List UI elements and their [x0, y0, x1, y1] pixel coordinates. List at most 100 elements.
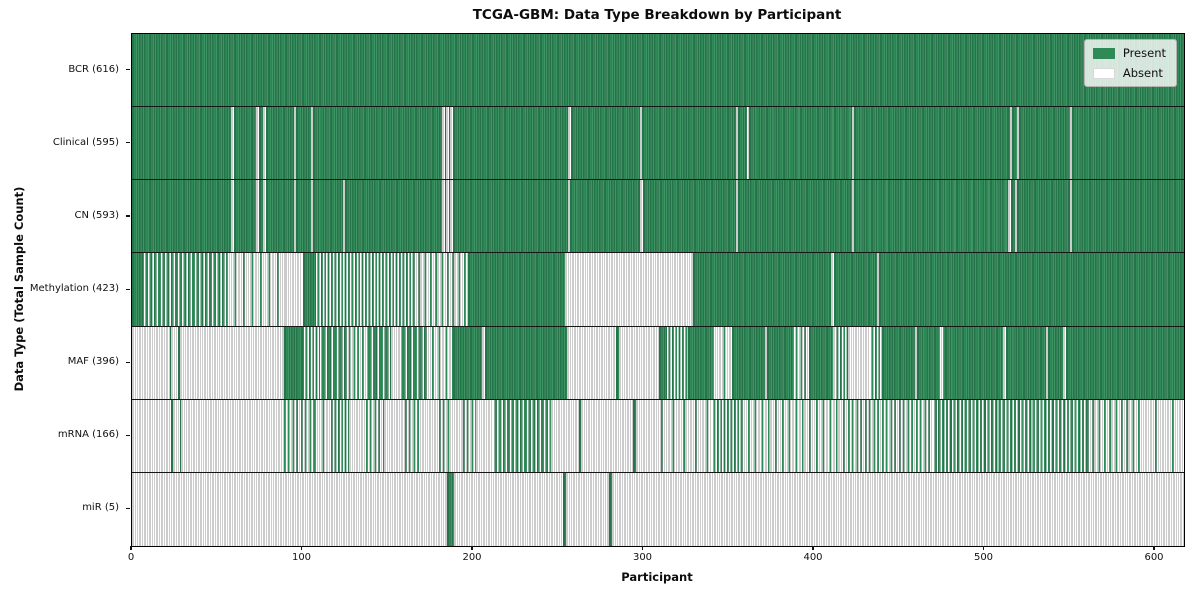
segment-present [692, 253, 832, 326]
segment-absent [851, 180, 854, 253]
segment-mix70 [399, 326, 426, 399]
segment-absent [263, 107, 266, 180]
segment-absent [1069, 180, 1072, 253]
segment-mix60 [493, 399, 552, 472]
segment-present [633, 399, 636, 472]
segment-present [882, 326, 915, 399]
segment-mix20 [314, 399, 334, 472]
segment-present [132, 253, 144, 326]
legend-label-absent: Absent [1122, 66, 1163, 80]
segment-mix70 [365, 326, 392, 399]
heatmap-row-mir [132, 472, 1184, 546]
segment-absent [1016, 107, 1020, 180]
segment-absent [611, 472, 1184, 546]
legend: Present Absent [1083, 39, 1177, 87]
segment-present [258, 180, 264, 253]
segment-present [178, 326, 180, 399]
segment-absent [132, 472, 448, 546]
segment-absent [446, 180, 449, 253]
segment-absent [476, 399, 494, 472]
x-axis-ticks: 0 100 200 300 400 500 600 [128, 546, 1183, 568]
segment-present [233, 180, 257, 253]
segment-absent [256, 107, 259, 180]
y-tick-label-mrna: mRNA (166) [57, 429, 119, 441]
segment-absent [1062, 326, 1067, 399]
x-tick-label-400: 400 [803, 552, 823, 563]
segment-absent [1015, 180, 1018, 253]
segment-present [642, 180, 736, 253]
segment-absent [256, 180, 259, 253]
segment-present [132, 34, 1184, 107]
segment-present [879, 253, 1184, 326]
segment-present [171, 399, 173, 472]
segment-present [283, 326, 305, 399]
segment-absent [640, 107, 642, 180]
segment-present [345, 180, 443, 253]
y-tick-mark [126, 434, 130, 436]
segment-absent [565, 472, 610, 546]
heatmap-row-bcr [132, 34, 1184, 108]
segment-present [616, 326, 619, 399]
segment-absent [581, 399, 634, 472]
segment-absent [565, 253, 693, 326]
segment-mix40 [438, 399, 450, 472]
segment-present [453, 107, 569, 180]
heatmap-row-cn [132, 180, 1184, 254]
segment-absent [568, 107, 571, 180]
segment-absent [449, 399, 463, 472]
heatmap-row-maf [132, 326, 1184, 400]
legend-item-present: Present [1092, 46, 1166, 60]
y-tick-label-bcr: BCR (616) [68, 63, 119, 75]
x-tick-label-600: 600 [1144, 552, 1164, 563]
segment-present [302, 253, 317, 326]
segment-present [578, 399, 582, 472]
segment-absent [877, 253, 880, 326]
segment-present [1066, 326, 1184, 399]
legend-label-present: Present [1122, 46, 1166, 60]
segment-present [1012, 107, 1017, 180]
segment-absent [735, 107, 738, 180]
present-swatch-icon [1092, 47, 1115, 59]
segment-mix40 [365, 399, 385, 472]
segment-present [1005, 326, 1046, 399]
segment-present [687, 326, 712, 399]
segment-present [570, 180, 641, 253]
absent-swatch-icon [1092, 67, 1115, 79]
segment-present [453, 180, 569, 253]
segment-present [570, 107, 641, 180]
x-tick-mark [812, 546, 814, 550]
segment-present [658, 326, 668, 399]
segment-absent [230, 107, 234, 180]
segment-absent [848, 326, 871, 399]
segment-absent [285, 253, 303, 326]
segment-absent [914, 326, 918, 399]
segment-absent [172, 399, 180, 472]
segment-mix50 [333, 399, 349, 472]
segment-absent [343, 180, 346, 253]
segment-present [945, 326, 1004, 399]
segment-absent [311, 107, 314, 180]
segment-present [1048, 326, 1063, 399]
segment-absent [171, 326, 179, 399]
x-tick-label-300: 300 [632, 552, 653, 563]
segment-mix20 [225, 253, 286, 326]
segment-mix30 [938, 326, 946, 399]
segment-absent [618, 326, 659, 399]
segment-absent [263, 180, 266, 253]
segment-absent [764, 326, 768, 399]
heatmap-row-mrna [132, 399, 1184, 473]
segment-mix15 [711, 326, 733, 399]
x-tick-mark [1153, 546, 1155, 550]
segment-present [609, 472, 612, 546]
segment-present [132, 180, 231, 253]
segment-absent [568, 180, 571, 253]
segment-absent [384, 399, 405, 472]
segment-absent [442, 107, 445, 180]
segment-absent [1010, 107, 1013, 180]
segment-present [169, 326, 172, 399]
segment-mix10 [1137, 399, 1184, 472]
segment-absent [747, 107, 750, 180]
segment-present [1010, 180, 1016, 253]
segment-present [313, 180, 344, 253]
